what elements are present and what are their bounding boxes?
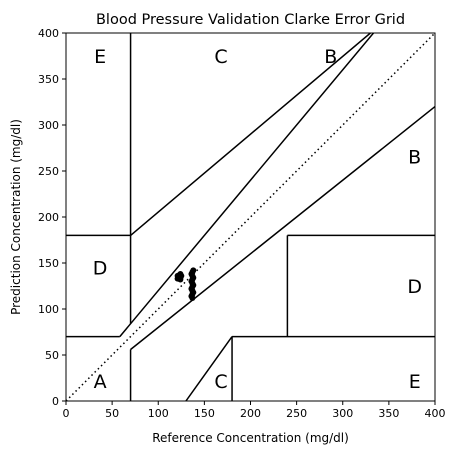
data-point — [190, 274, 197, 281]
y-tick-label: 0 — [52, 395, 59, 408]
data-point — [190, 282, 197, 289]
x-tick-label: 0 — [63, 407, 70, 420]
x-tick-label: 150 — [194, 407, 215, 420]
plot-area: A E C B B D D C E 0 50 100 150 200 250 300 350 400 0 50 100 1… — [38, 27, 446, 420]
x-axis-title: Reference Concentration (mg/dl) — [152, 431, 349, 445]
zone-label: E — [409, 371, 421, 393]
chart-title: Blood Pressure Validation Clarke Error G… — [96, 12, 405, 28]
y-tick-label: 200 — [38, 211, 59, 224]
y-tick-label: 150 — [38, 257, 59, 270]
zone-boundary-line — [185, 336, 233, 401]
identity-line — [66, 33, 435, 401]
y-tick-label: 350 — [38, 73, 59, 86]
data-point — [177, 276, 184, 283]
zone-boundary-line — [130, 33, 371, 236]
x-tick-label: 350 — [378, 407, 399, 420]
zone-label: A — [94, 371, 107, 393]
zone-label: E — [94, 46, 106, 68]
x-tick-label: 50 — [105, 407, 119, 420]
y-tick-label: 50 — [45, 349, 59, 362]
x-tick-label: 300 — [332, 407, 353, 420]
plot-clip-group — [66, 33, 435, 401]
y-tick-label: 400 — [38, 27, 59, 40]
zone-label: C — [214, 46, 227, 68]
x-tick-label: 250 — [286, 407, 307, 420]
zone-label: D — [93, 258, 108, 280]
zone-label: D — [407, 276, 422, 298]
zone-boundary-line — [130, 106, 435, 351]
zone-boundary-line — [119, 33, 375, 338]
zone-label: C — [214, 371, 227, 393]
y-tick-label: 250 — [38, 165, 59, 178]
y-tick-label: 300 — [38, 119, 59, 132]
data-point — [190, 289, 197, 296]
zone-label: B — [324, 46, 337, 68]
y-tick-label: 100 — [38, 303, 59, 316]
data-point — [190, 267, 197, 274]
y-axis-title: Prediction Concentration (mg/dl) — [9, 119, 23, 315]
zone-label: B — [408, 146, 421, 168]
x-tick-label: 400 — [425, 407, 446, 420]
x-tick-label: 200 — [240, 407, 261, 420]
x-tick-label: 100 — [148, 407, 169, 420]
